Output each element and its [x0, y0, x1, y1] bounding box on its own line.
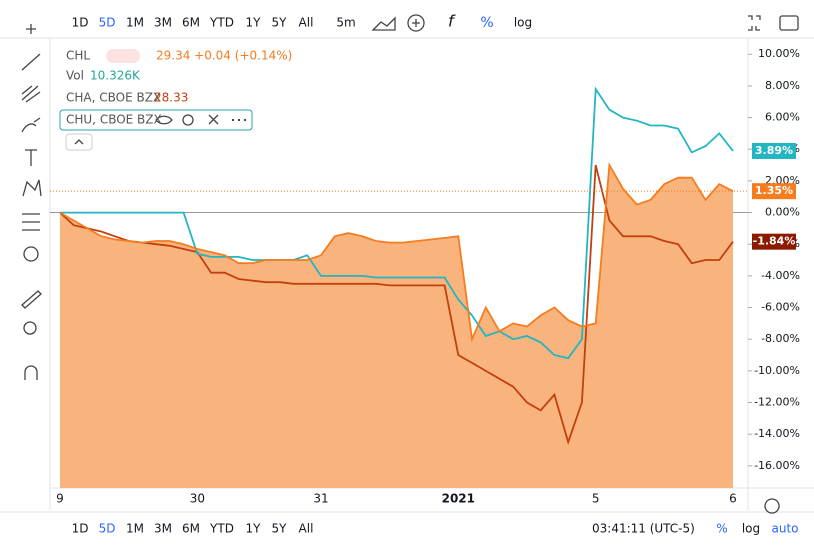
- fib-icon[interactable]: [21, 85, 41, 103]
- line: [60, 86, 734, 360]
- emoji-icon[interactable]: [23, 246, 39, 262]
- collapse-icon[interactable]: [74, 139, 84, 145]
- text-icon[interactable]: [25, 149, 37, 166]
- top-icons[interactable]: f: [371, 12, 799, 514]
- range-button[interactable]: 5D: [99, 16, 116, 30]
- range-button[interactable]: 5D: [99, 522, 116, 536]
- line: [59, 164, 734, 446]
- legend-vol: Vol: [66, 69, 84, 83]
- range-button[interactable]: 1D: [72, 522, 89, 536]
- auto-button[interactable]: auto: [771, 522, 798, 536]
- log-button[interactable]: log: [514, 16, 532, 30]
- last-value-label: 3.89%: [755, 144, 793, 157]
- eye-icon[interactable]: [155, 115, 173, 125]
- legend-vol-value: 10.326K: [90, 69, 141, 83]
- y-tick-label: 8.00%: [765, 79, 800, 92]
- x-tick-label: 31: [313, 492, 328, 506]
- drawing-tools[interactable]: [21, 24, 42, 380]
- range-button[interactable]: 5Y: [272, 522, 288, 536]
- y-tick-label: 6.00%: [765, 111, 800, 124]
- crosshair-icon[interactable]: [26, 24, 36, 34]
- range-button[interactable]: 1D: [72, 16, 89, 30]
- y-tick-label: -10.00%: [754, 364, 800, 377]
- range-button[interactable]: YTD: [209, 16, 234, 30]
- indicator-icon[interactable]: f: [448, 12, 456, 31]
- y-tick-label: 0.00%: [765, 206, 800, 219]
- range-button[interactable]: 1Y: [246, 522, 262, 536]
- y-tick-label: -6.00%: [761, 301, 800, 314]
- range-button[interactable]: All: [299, 522, 314, 536]
- legend-name: CHL: [66, 49, 90, 63]
- x-tick-label: 9: [56, 492, 64, 506]
- range-button[interactable]: 5Y: [272, 16, 288, 30]
- x-tick-label: 5: [592, 492, 600, 506]
- range-button[interactable]: 6M: [182, 522, 200, 536]
- legend-price: 28.33: [154, 91, 188, 105]
- settings-icon[interactable]: [764, 498, 780, 514]
- y-tick-label: -16.00%: [754, 459, 800, 472]
- last-value-label: -1.84%: [753, 235, 796, 248]
- compare-icon[interactable]: [412, 19, 420, 27]
- compare-icon[interactable]: [407, 14, 425, 32]
- legend-name: CHA, CBOE BZX: [66, 91, 161, 105]
- last-value-label: 1.35%: [755, 184, 793, 197]
- line: [59, 162, 734, 343]
- range-button[interactable]: 3M: [154, 522, 172, 536]
- trendline-icon[interactable]: [21, 53, 41, 71]
- area: [60, 165, 733, 488]
- last-value-badge: [752, 142, 796, 159]
- zoom-icon[interactable]: [23, 321, 37, 335]
- prediction-icon[interactable]: [22, 213, 40, 231]
- x-tick-label: 2021: [442, 492, 475, 506]
- range-button[interactable]: 1Y: [246, 16, 262, 30]
- snapshot-icon[interactable]: [779, 15, 799, 31]
- range-button[interactable]: 3M: [154, 16, 172, 30]
- clock: 03:41:11 (UTC-5): [592, 522, 695, 536]
- x-tick-label: 30: [190, 492, 205, 506]
- close-icon[interactable]: [208, 114, 219, 125]
- y-tick-label: -12.00%: [754, 396, 800, 409]
- chart-style-icon[interactable]: [371, 16, 396, 31]
- fullscreen-icon[interactable]: [748, 15, 761, 31]
- range-button[interactable]: 1M: [126, 522, 144, 536]
- log-button[interactable]: log: [742, 522, 760, 536]
- percent-button[interactable]: %: [480, 15, 493, 31]
- range-button[interactable]: 6M: [182, 16, 200, 30]
- y-tick-label: -8.00%: [761, 332, 800, 345]
- y-tick-label: -4.00%: [761, 269, 800, 282]
- magnet-icon[interactable]: [24, 365, 38, 380]
- settings-icon[interactable]: [182, 114, 194, 126]
- x-tick-label: 6: [729, 492, 737, 506]
- ruler-icon[interactable]: [21, 290, 42, 309]
- range-button[interactable]: YTD: [209, 522, 234, 536]
- legend-name: CHU, CBOE BZX: [66, 113, 162, 127]
- legend-highlight: [59, 109, 253, 131]
- legend-quote: 29.34 +0.04 (+0.14%): [156, 49, 292, 63]
- range-button[interactable]: All: [299, 16, 314, 30]
- last-value-badge: [752, 183, 796, 200]
- y-tick-label: 10.00%: [758, 47, 800, 60]
- collapse-button[interactable]: [65, 133, 93, 151]
- brush-icon[interactable]: [21, 117, 41, 133]
- interval-button[interactable]: 5m: [336, 16, 355, 30]
- last-value-badge: [752, 233, 796, 250]
- y-tick-label: -14.00%: [754, 427, 800, 440]
- legend-toggle[interactable]: [106, 49, 140, 63]
- pattern-icon[interactable]: [22, 179, 42, 197]
- percent-button[interactable]: %: [716, 522, 727, 536]
- range-button[interactable]: 1M: [126, 16, 144, 30]
